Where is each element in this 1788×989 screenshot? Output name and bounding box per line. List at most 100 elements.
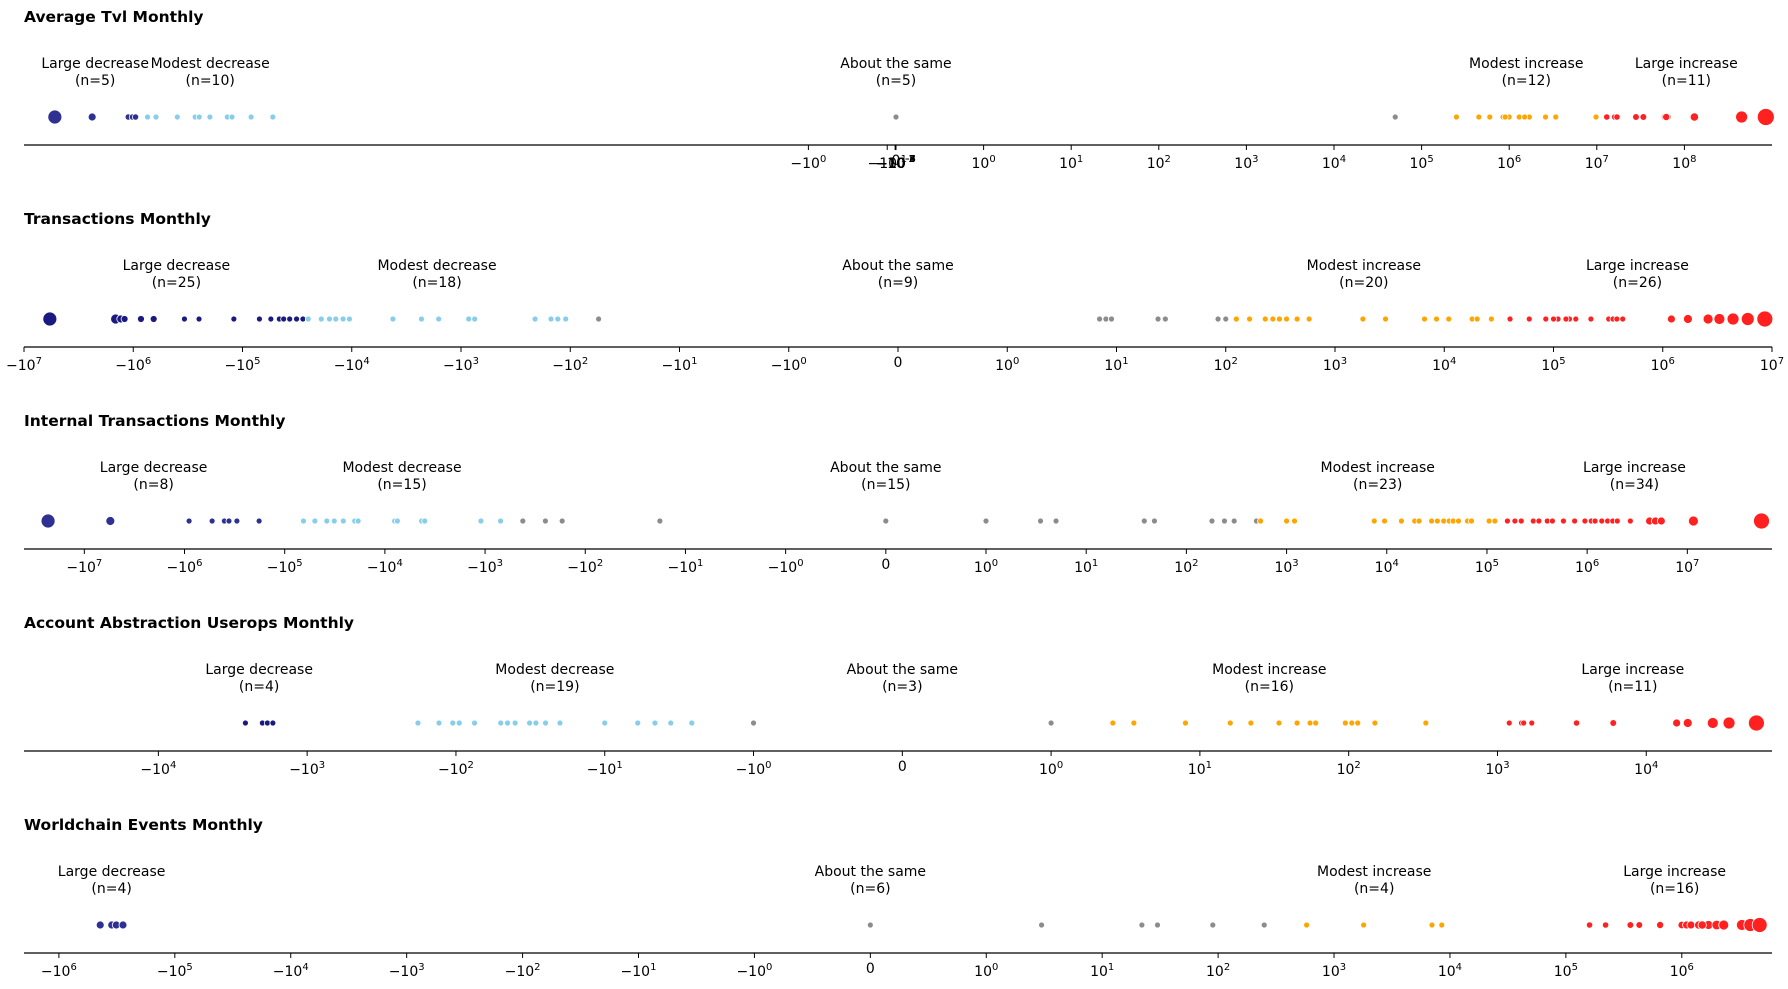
group-count: (n=6) — [850, 881, 890, 897]
data-point — [1433, 315, 1440, 323]
x-tick-label: −103 — [389, 962, 425, 980]
data-point — [1702, 313, 1714, 325]
x-tick-label: −102 — [567, 558, 603, 576]
data-point — [332, 315, 340, 323]
x-tick-label: −104 — [273, 962, 309, 980]
x-tick-label: 101 — [1104, 356, 1128, 374]
x-tick-label: 0 — [866, 961, 875, 977]
data-point — [1688, 515, 1699, 527]
group-count: (n=9) — [878, 275, 918, 291]
data-point — [1341, 719, 1349, 727]
group-label: About the same — [815, 864, 926, 880]
data-point — [1713, 313, 1726, 325]
x-tick-label: −106 — [167, 558, 203, 576]
data-point — [1222, 315, 1230, 323]
data-point — [1550, 315, 1557, 323]
data-point — [547, 315, 555, 323]
data-point — [554, 315, 562, 323]
panel-4: Account Abstraction Userops Monthly −104 −… — [24, 614, 1772, 778]
x-tick-label: −10-7 — [876, 154, 916, 172]
data-point — [1247, 719, 1255, 727]
x-tick-label: 102 — [1147, 154, 1171, 172]
data-point — [1632, 113, 1640, 121]
data-point — [1529, 517, 1537, 525]
x-tick-label: 104 — [1375, 558, 1399, 576]
x-tick-label: 100 — [1039, 760, 1063, 778]
x-tick-label: −10-1 — [867, 154, 907, 172]
x-tick-label: −103 — [467, 558, 503, 576]
data-point — [311, 517, 319, 525]
group-count: (n=10) — [185, 73, 234, 89]
data-point — [1506, 315, 1514, 323]
x-tick-label: 0 — [894, 355, 903, 371]
data-point — [1138, 921, 1146, 929]
x-tick-label: 102 — [1206, 962, 1230, 980]
data-point — [1635, 921, 1644, 929]
group-count: (n=20) — [1339, 275, 1388, 291]
x-tick-label: −101 — [621, 962, 657, 980]
data-point — [892, 113, 900, 121]
data-point — [595, 315, 603, 323]
x-tick-label: −104 — [140, 760, 176, 778]
group-label: Large increase — [1635, 56, 1738, 72]
panel-2: Transactions Monthly −107 −106 −105 −104 −103… — [6, 210, 1784, 374]
data-point — [1571, 517, 1579, 525]
x-tick-label: −100 — [768, 558, 804, 576]
group-label: Large decrease — [205, 662, 313, 678]
data-point — [286, 315, 294, 323]
x-tick-label: 103 — [1485, 760, 1509, 778]
x-tick-label: 104 — [1432, 356, 1456, 374]
data-point — [1542, 315, 1550, 323]
x-tick-label: 107 — [1760, 356, 1784, 374]
group-label: Modest increase — [1321, 460, 1435, 476]
data-point — [1276, 315, 1283, 323]
data-point — [1487, 315, 1495, 323]
group-count: (n=5) — [75, 73, 115, 89]
data-point — [497, 517, 504, 525]
data-point — [1370, 517, 1378, 525]
data-point — [195, 315, 203, 323]
data-point — [1756, 108, 1775, 126]
data-point — [531, 315, 539, 323]
data-point — [1572, 315, 1580, 323]
data-point — [634, 719, 642, 727]
data-point — [504, 719, 511, 727]
x-tick-label: −102 — [505, 962, 541, 980]
x-tick-label: 105 — [1475, 558, 1499, 576]
data-point — [1535, 517, 1543, 525]
group-label: Modest decrease — [151, 56, 270, 72]
data-point — [1154, 315, 1162, 323]
data-point — [1230, 517, 1238, 525]
group-label: About the same — [842, 258, 953, 274]
x-tick-label: 107 — [1675, 558, 1699, 576]
data-point — [1359, 315, 1367, 323]
group-label: Large decrease — [123, 258, 231, 274]
x-tick-label: 101 — [1059, 154, 1083, 172]
data-point — [1626, 517, 1634, 525]
x-tick-label: −10-4 — [876, 154, 916, 172]
data-point — [1453, 113, 1460, 121]
data-point — [1052, 517, 1060, 525]
data-point — [1360, 921, 1368, 929]
data-point — [1486, 113, 1494, 121]
group-count: (n=16) — [1245, 679, 1294, 695]
data-point — [1601, 921, 1610, 929]
group-count: (n=16) — [1650, 881, 1699, 897]
x-tick-label: −10-2 — [875, 154, 915, 172]
data-point — [418, 315, 425, 323]
data-point — [1501, 113, 1509, 121]
data-point — [651, 719, 659, 727]
data-point — [1305, 315, 1313, 323]
data-point — [173, 113, 181, 121]
data-point — [601, 719, 609, 727]
data-point — [558, 517, 566, 525]
data-point — [1748, 714, 1765, 732]
data-point — [1291, 517, 1298, 525]
data-point — [1130, 719, 1138, 727]
x-tick-label: 106 — [1670, 962, 1694, 980]
data-point — [1667, 314, 1676, 324]
data-point — [1572, 719, 1581, 727]
data-point — [1151, 517, 1158, 525]
data-point — [1445, 315, 1453, 323]
x-tick-label: 102 — [1337, 760, 1361, 778]
